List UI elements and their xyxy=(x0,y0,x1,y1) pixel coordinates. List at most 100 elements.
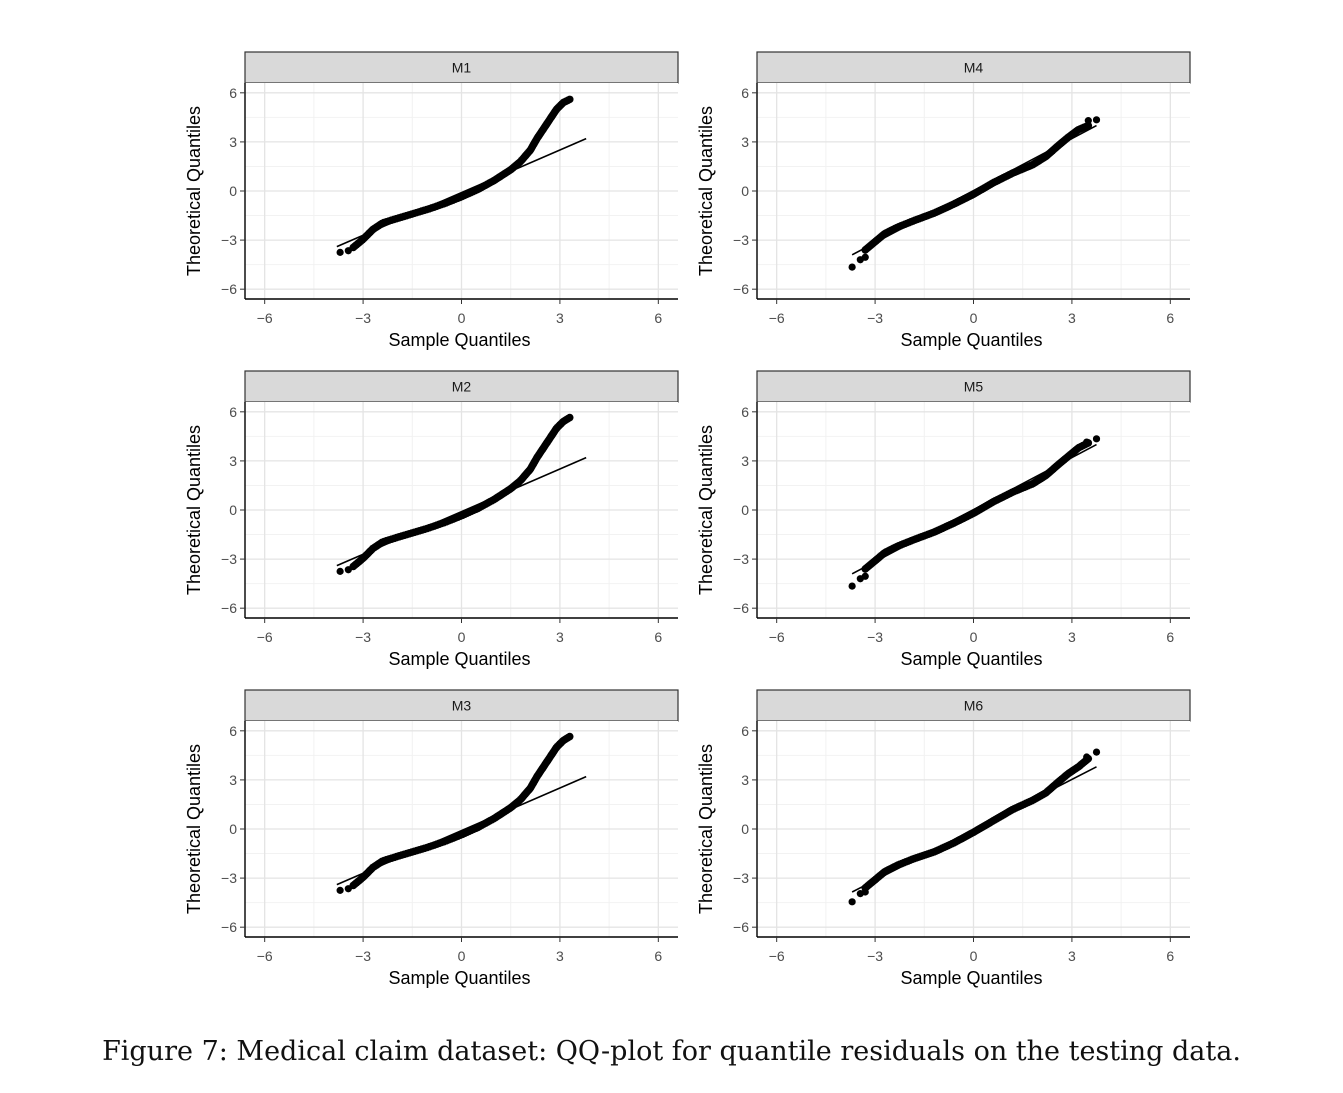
x-axis-title: Sample Quantiles xyxy=(900,649,1042,669)
panel-m6: M6 −6 −3 0 3 6 −6 −3 0 3 6 Sample Quantiles Theoreti… xyxy=(696,689,1191,988)
x-tick-label: 6 xyxy=(654,629,662,645)
y-tick-label: 0 xyxy=(229,183,237,199)
y-tick-label: −3 xyxy=(221,232,237,248)
x-tick-label: −6 xyxy=(257,310,273,326)
panel-m2: M2 −6 −3 0 3 6 −6 −3 0 3 6 Sample Quantiles Theoreti… xyxy=(184,370,679,669)
qq-points xyxy=(336,95,574,256)
panel-m1: M1 −6 −3 0 3 6 −6 −3 0 3 6 Sample Quantiles Theoreti… xyxy=(184,51,679,350)
x-tick-label: 6 xyxy=(1166,310,1174,326)
x-tick-label: −6 xyxy=(769,629,785,645)
grid xyxy=(245,721,678,937)
y-tick-label: −6 xyxy=(733,600,749,616)
qq-point-outlier xyxy=(1092,116,1101,124)
qq-point-outlier xyxy=(848,582,856,590)
y-axis-title: Theoretical Quantiles xyxy=(184,425,204,595)
panel-title: M3 xyxy=(452,698,472,714)
figure-caption: Figure 7: Medical claim dataset: QQ-plot… xyxy=(102,1036,1241,1067)
y-tick-label: 3 xyxy=(229,134,237,150)
qq-point-outlier xyxy=(1083,753,1091,761)
y-tick-label: 0 xyxy=(741,502,749,518)
y-axis-title: Theoretical Quantiles xyxy=(696,425,716,595)
x-axis-title: Sample Quantiles xyxy=(388,968,530,988)
y-tick-label: 3 xyxy=(229,772,237,788)
x-tick-label: −3 xyxy=(867,629,883,645)
y-axis-title: Theoretical Quantiles xyxy=(184,106,204,276)
y-tick-label: −3 xyxy=(221,551,237,567)
y-tick-label: −6 xyxy=(221,600,237,616)
y-tick-label: 3 xyxy=(741,134,749,150)
y-tick-label: 6 xyxy=(741,404,749,420)
y-tick-label: 6 xyxy=(229,85,237,101)
y-axis-title: Theoretical Quantiles xyxy=(184,744,204,914)
panel-m3: M3 −6 −3 0 3 6 −6 −3 0 3 6 Sample Quantiles Theoreti… xyxy=(184,689,679,988)
x-axis-title: Sample Quantiles xyxy=(388,330,530,350)
x-tick-label: −3 xyxy=(355,948,371,964)
y-tick-label: −6 xyxy=(733,919,749,935)
x-tick-label: 0 xyxy=(970,948,978,964)
panel-title: M1 xyxy=(452,60,472,76)
x-tick-label: 0 xyxy=(970,310,978,326)
qq-point-outlier xyxy=(336,886,344,894)
x-tick-label: 3 xyxy=(556,310,564,326)
x-axis-title: Sample Quantiles xyxy=(900,968,1042,988)
x-tick-label: −6 xyxy=(257,948,273,964)
qq-points xyxy=(336,732,574,894)
y-tick-label: 6 xyxy=(741,723,749,739)
grid xyxy=(757,83,1190,299)
qq-points xyxy=(336,413,574,575)
y-tick-label: −3 xyxy=(733,232,749,248)
x-tick-label: −3 xyxy=(355,310,371,326)
qq-point-outlier xyxy=(861,253,869,261)
qq-point-outlier xyxy=(861,572,869,580)
x-tick-label: 6 xyxy=(1166,629,1174,645)
y-tick-label: −3 xyxy=(733,870,749,886)
qq-point-outlier xyxy=(1092,435,1101,443)
qq-point-outlier xyxy=(861,888,869,896)
x-tick-label: −3 xyxy=(867,948,883,964)
x-tick-label: 6 xyxy=(1166,948,1174,964)
x-tick-label: −6 xyxy=(769,948,785,964)
x-axis-title: Sample Quantiles xyxy=(900,330,1042,350)
y-tick-label: 6 xyxy=(741,85,749,101)
y-tick-label: −6 xyxy=(221,919,237,935)
y-tick-label: 0 xyxy=(229,821,237,837)
qq-point-outlier xyxy=(1083,438,1091,446)
qq-point-outlier xyxy=(848,263,856,271)
y-tick-label: 3 xyxy=(741,453,749,469)
qq-point xyxy=(565,95,574,104)
x-tick-label: −3 xyxy=(867,310,883,326)
y-axis-title: Theoretical Quantiles xyxy=(696,744,716,914)
y-tick-label: 0 xyxy=(741,183,749,199)
qq-point-outlier xyxy=(848,898,856,906)
qq-point-outlier xyxy=(336,248,344,256)
qq-point-outlier xyxy=(1092,748,1101,756)
grid xyxy=(757,721,1190,937)
panel-strip xyxy=(244,51,679,84)
y-tick-label: 6 xyxy=(229,404,237,420)
y-tick-label: 3 xyxy=(741,772,749,788)
panel-title: M5 xyxy=(964,379,984,395)
qq-point-outlier xyxy=(344,885,352,893)
panel-title: M2 xyxy=(452,379,472,395)
panel-strip xyxy=(244,689,679,722)
qq-point-outlier xyxy=(344,566,352,574)
y-tick-label: 0 xyxy=(741,821,749,837)
x-tick-label: 3 xyxy=(556,948,564,964)
x-tick-label: −6 xyxy=(257,629,273,645)
qq-point-outlier xyxy=(336,567,344,575)
panel-strip xyxy=(756,370,1191,403)
y-tick-label: 3 xyxy=(229,453,237,469)
qq-point xyxy=(565,413,574,422)
x-axis-title: Sample Quantiles xyxy=(388,649,530,669)
qq-points xyxy=(848,435,1101,590)
panel-title: M6 xyxy=(964,698,984,714)
x-tick-label: 3 xyxy=(1068,948,1076,964)
y-tick-label: −6 xyxy=(221,281,237,297)
x-tick-label: 0 xyxy=(458,948,466,964)
qq-point xyxy=(565,732,574,741)
y-tick-label: −3 xyxy=(733,551,749,567)
grid xyxy=(245,83,678,299)
x-tick-label: 3 xyxy=(1068,629,1076,645)
grid xyxy=(245,402,678,618)
panel-m5: M5 −6 −3 0 3 6 −6 −3 0 3 6 Sample Quantiles Theoreti… xyxy=(696,370,1191,669)
